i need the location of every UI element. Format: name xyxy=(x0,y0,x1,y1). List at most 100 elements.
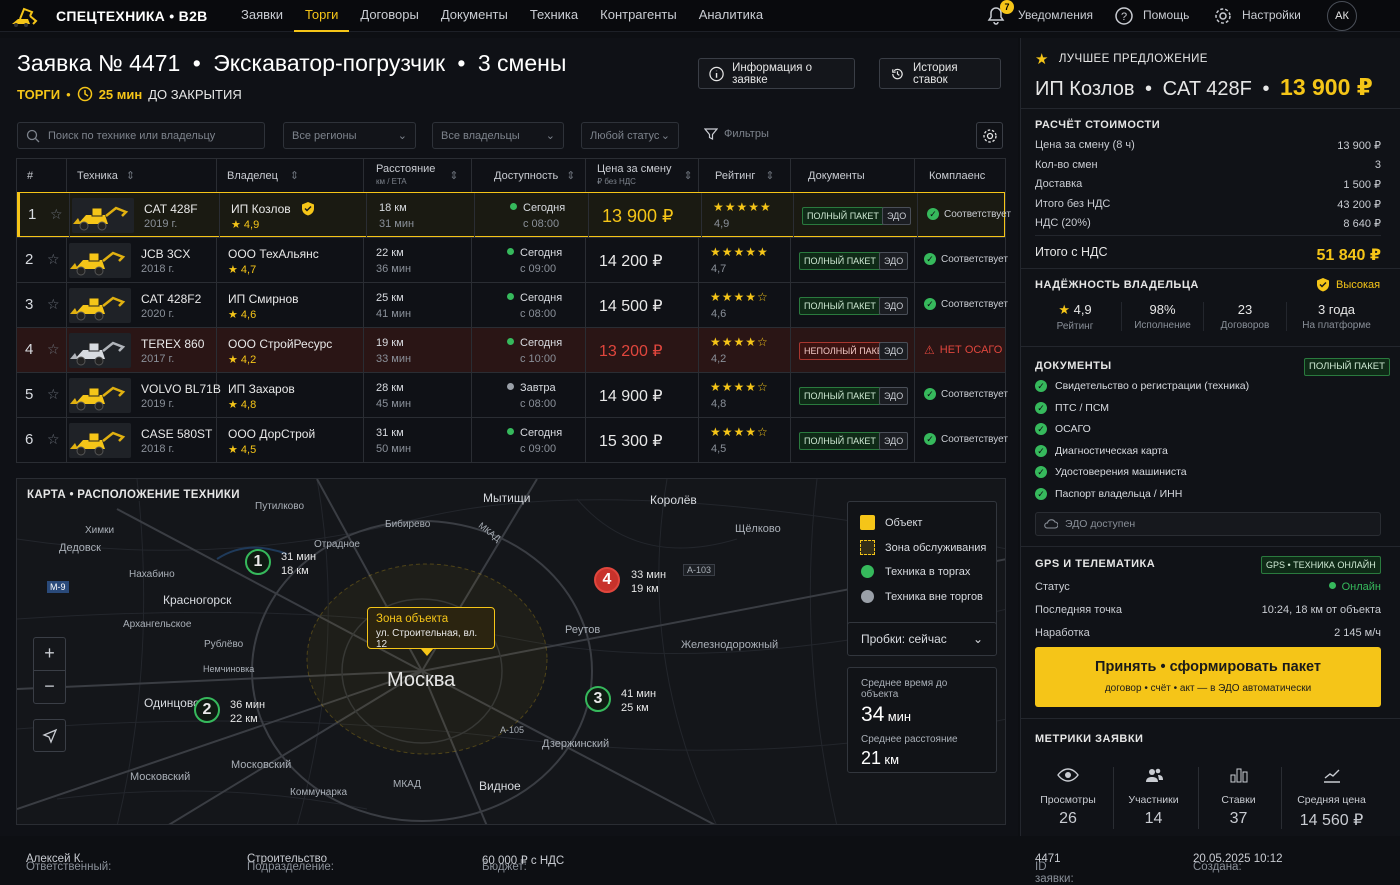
edo-badge: ЭДО xyxy=(882,207,912,225)
favorite-star-icon[interactable]: ☆ xyxy=(47,431,60,447)
avg-time-value: 34 xyxy=(861,703,885,726)
bell-icon xyxy=(987,7,1005,25)
table-row[interactable]: 1 ☆ CAT 428F 2019 г. ИП Козлов ★ 4,9 18 км 31 м… xyxy=(17,192,1011,237)
map-pin-4[interactable]: 4 xyxy=(594,567,620,593)
zoom-controls: + − xyxy=(33,637,66,704)
table-row[interactable]: 3 ☆ CAT 428F2 2020 г. ИП Смирнов ★ 4,6 25 км 41… xyxy=(17,282,1008,327)
check-icon: ✓ xyxy=(1035,401,1047,414)
col-availability[interactable]: Доступность ⇕ xyxy=(472,159,586,192)
site-zone-popup[interactable]: Зона объекта ул. Строительная, вл. 12 xyxy=(367,607,495,650)
cell-distance xyxy=(364,328,472,372)
equipment-model: VOLVO BL71B xyxy=(141,382,221,396)
zoom-in-button[interactable]: + xyxy=(34,638,65,671)
user-avatar[interactable]: АК xyxy=(1327,1,1357,31)
col-price[interactable]: Цена за смену ₽ без НДС ⇕ xyxy=(586,159,699,192)
favorite-star-icon[interactable]: ☆ xyxy=(47,296,60,312)
cost-title: РАСЧЁТ СТОИМОСТИ xyxy=(1035,119,1161,131)
settings-button[interactable]: Настройки xyxy=(1213,0,1303,32)
document-item[interactable]: ✓ ПТС / ПСМ xyxy=(1035,401,1109,414)
map-pin-2[interactable]: 2 xyxy=(194,697,220,723)
locate-button[interactable] xyxy=(33,719,66,752)
table-row[interactable]: 6 ☆ CASE 580ST 2018 г. ООО ДорСтрой ★ 4,5 31 к… xyxy=(17,417,1008,462)
request-metrics: МЕТРИКИ ЗАЯВКИ Просмотры 26 Участники 14… xyxy=(1021,718,1400,836)
accept-button[interactable]: Принять • сформировать пакет договор • с… xyxy=(1035,647,1381,707)
request-info-button[interactable]: Информация о заявке xyxy=(698,58,855,89)
chevron-down-icon: ⌄ xyxy=(972,632,983,646)
map-pin-1[interactable]: 1 xyxy=(245,549,271,575)
filters-button[interactable]: Фильтры xyxy=(704,127,769,141)
title-separator: • xyxy=(192,50,201,76)
region-select[interactable]: Все регионы ⌄ xyxy=(283,122,416,149)
pin-2-time: 36 мин xyxy=(230,699,266,711)
document-item[interactable]: ✓ Свидетельство о регистрации (техника) xyxy=(1035,380,1249,392)
col-distance-sub: км / ETA xyxy=(376,177,407,186)
cell-distance xyxy=(367,193,475,237)
nav-contracts[interactable]: Договоры xyxy=(360,7,419,22)
table-row[interactable]: 2 ☆ JCB 3CX 2018 г. ООО ТехАльянс ★ 4,7 22 км 3… xyxy=(17,237,1008,282)
cost-key: Итого без НДС xyxy=(1035,197,1111,210)
cell-availability xyxy=(472,418,586,462)
footer-request-id: ID заявки: 4471 xyxy=(1035,853,1074,885)
nav-requests[interactable]: Заявки xyxy=(241,7,283,22)
sort-icon: ⇕ xyxy=(765,170,775,182)
favorite-star-icon[interactable]: ☆ xyxy=(50,206,63,222)
cell-tech xyxy=(67,238,217,282)
check-icon: ✓ xyxy=(1035,466,1047,478)
bid-history-button[interactable]: История ставок xyxy=(879,58,1001,89)
zoom-out-button[interactable]: − xyxy=(44,676,55,696)
col-distance[interactable]: Расстояние км / ETA ⇕ xyxy=(364,159,472,192)
help-button[interactable]: ? Помощь xyxy=(1114,0,1194,32)
pin-3-eta: 41 мин 25 км xyxy=(621,687,656,715)
favorite-star-icon[interactable]: ☆ xyxy=(47,251,60,267)
availability-day-text: Завтра xyxy=(520,382,556,394)
metrics-title: МЕТРИКИ ЗАЯВКИ xyxy=(1035,733,1144,745)
owner-rating: ★ 4,9 xyxy=(231,218,259,231)
best-owner: ИП Козлов xyxy=(1035,78,1135,100)
traffic-select[interactable]: Пробки: сейчас ⌄ xyxy=(847,622,997,656)
nav-equipment[interactable]: Техника xyxy=(529,7,579,22)
map-place: Щёлково xyxy=(735,523,781,535)
nav-counterparties[interactable]: Контрагенты xyxy=(600,7,677,22)
documents-status-badge: ПОЛНЫЙ ПАКЕТ xyxy=(802,207,884,225)
footer-value: 4471 xyxy=(1035,853,1061,865)
owner-select[interactable]: Все владельцы ⌄ xyxy=(432,122,564,149)
gps-title: GPS И ТЕЛЕМАТИКА xyxy=(1035,558,1156,570)
cell-distance xyxy=(364,373,472,417)
nav-analytics[interactable]: Аналитика xyxy=(698,7,764,22)
countdown-timer: 25 мин xyxy=(98,86,143,102)
table-row[interactable]: 4 ☆ TEREX 860 2017 г. ООО СтройРесурс ★ 4,2 19… xyxy=(17,327,1005,372)
nav-auctions[interactable]: Торги xyxy=(293,0,350,32)
rating-stars: ★★★★☆ xyxy=(710,335,769,349)
cell-tech xyxy=(67,283,217,327)
document-item[interactable]: ✓ Паспорт владельца / ИНН xyxy=(1035,487,1183,500)
favorite-star-icon[interactable]: ☆ xyxy=(47,341,60,357)
status-select[interactable]: Любой статус ⌄ xyxy=(581,122,679,149)
warning-icon: ⚠ xyxy=(924,343,935,357)
availability-day-text: Сегодня xyxy=(520,292,563,304)
col-owner[interactable]: Владелец ⇕ xyxy=(217,159,364,192)
map-pin-3[interactable]: 3 xyxy=(585,686,611,712)
nav-documents[interactable]: Документы xyxy=(440,7,508,22)
check-icon: ✓ xyxy=(924,388,936,400)
document-item[interactable]: ✓ Удостоверения машиниста xyxy=(1035,466,1187,478)
search-input[interactable]: Поиск по технике или владельцу xyxy=(17,122,265,149)
gps-status-row: Статус Онлайн xyxy=(1035,581,1381,593)
availability-dot xyxy=(507,428,514,435)
document-name: Удостоверения машиниста xyxy=(1055,466,1187,478)
col-rating[interactable]: Рейтинг ⇕ xyxy=(699,159,791,192)
map-title: КАРТА • РАСПОЛОЖЕНИЕ ТЕХНИКИ xyxy=(27,489,248,501)
check-icon: ✓ xyxy=(1035,487,1047,500)
document-name: Паспорт владельца / ИНН xyxy=(1055,487,1183,500)
table-settings-button[interactable] xyxy=(976,122,1003,149)
document-name: ОСАГО xyxy=(1055,423,1091,435)
table-row[interactable]: 5 ☆ VOLVO BL71B 2019 г. ИП Захаров ★ 4,8 28 км… xyxy=(17,372,1008,417)
document-item[interactable]: ✓ ОСАГО xyxy=(1035,423,1091,435)
favorite-star-icon[interactable]: ☆ xyxy=(47,386,60,402)
map-place: Архангельское xyxy=(123,619,192,630)
map-legend: Объект Зона обслуживания Техника в торга… xyxy=(847,501,997,633)
availability-day: Сегодня xyxy=(507,247,562,259)
distance-eta: 41 мин xyxy=(376,308,412,320)
col-tech[interactable]: Техника ⇕ xyxy=(67,159,217,192)
document-item[interactable]: ✓ Диагностическая карта xyxy=(1035,444,1168,457)
compliance-status: ✓ Соответствует xyxy=(924,298,1008,310)
